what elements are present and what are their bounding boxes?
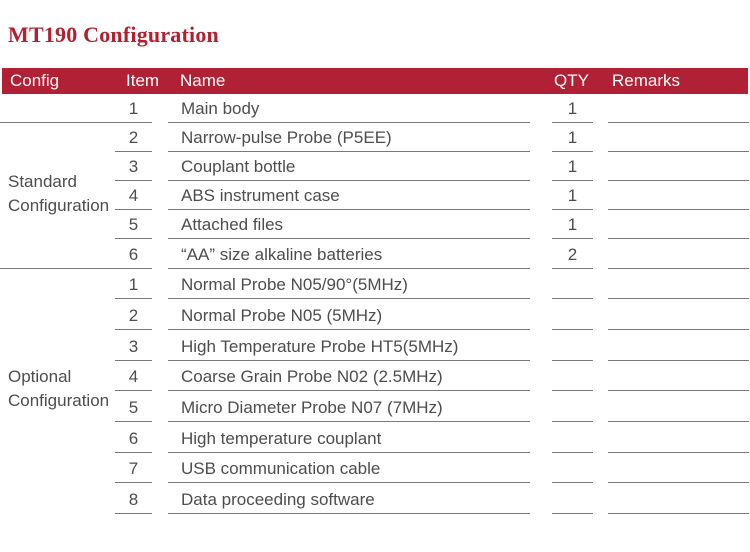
remarks-cell xyxy=(608,453,749,484)
column-header-qty: QTY xyxy=(554,71,589,90)
qty-cell xyxy=(552,483,593,515)
item-cell: 5 xyxy=(115,210,152,240)
config-cell xyxy=(0,94,115,124)
name-cell: Attached files xyxy=(168,210,530,240)
configuration-table: Standard Configuration Optional Configur… xyxy=(0,94,750,515)
item-cell: 1 xyxy=(115,269,152,300)
qty-cell: 1 xyxy=(552,210,593,240)
table-row: 1 Main body 1 xyxy=(0,94,750,124)
qty-cell xyxy=(552,361,593,392)
table-row: 6 High temperature couplant xyxy=(0,422,750,453)
qty-cell xyxy=(552,391,593,422)
remarks-cell xyxy=(608,483,749,515)
name-cell: Data proceeding software xyxy=(168,483,530,515)
remarks-cell xyxy=(608,152,749,182)
table-row: 1 Normal Probe N05/90°(5MHz) xyxy=(0,269,750,300)
remarks-cell xyxy=(608,210,749,240)
qty-cell xyxy=(552,269,593,300)
name-cell: Coarse Grain Probe N02 (2.5MHz) xyxy=(168,361,530,392)
item-cell: 2 xyxy=(115,299,152,330)
remarks-cell xyxy=(608,361,749,392)
qty-cell: 1 xyxy=(552,123,593,153)
remarks-cell xyxy=(608,330,749,361)
table-row: 5 Micro Diameter Probe N07 (7MHz) xyxy=(0,391,750,422)
item-cell: 3 xyxy=(115,152,152,182)
qty-cell xyxy=(552,330,593,361)
column-header-name: Name xyxy=(180,71,226,90)
item-cell: 6 xyxy=(115,239,152,269)
table-row: 5 Attached files 1 xyxy=(0,210,750,240)
qty-cell: 1 xyxy=(552,181,593,211)
group-label-standard: Standard Configuration xyxy=(8,172,110,215)
table-row: 8 Data proceeding software xyxy=(0,483,750,515)
name-cell: High Temperature Probe HT5(5MHz) xyxy=(168,330,530,361)
qty-cell xyxy=(552,422,593,453)
table-row: 4 ABS instrument case 1 xyxy=(0,181,750,211)
table-row: 6 “AA” size alkaline batteries 2 xyxy=(0,239,750,269)
item-cell: 8 xyxy=(115,483,152,515)
qty-cell: 1 xyxy=(552,94,593,124)
remarks-cell xyxy=(608,391,749,422)
item-cell: 4 xyxy=(115,181,152,211)
item-cell: 3 xyxy=(115,330,152,361)
name-cell: “AA” size alkaline batteries xyxy=(168,239,530,269)
remarks-cell xyxy=(608,239,749,269)
page-title: MT190 Configuration xyxy=(8,22,219,47)
remarks-cell xyxy=(608,181,749,211)
group-label-optional: Optional Configuration xyxy=(8,367,110,410)
config-cell xyxy=(0,239,115,269)
qty-cell: 1 xyxy=(552,152,593,182)
name-cell: ABS instrument case xyxy=(168,181,530,211)
table-row: 7 USB communication cable xyxy=(0,453,750,484)
remarks-cell xyxy=(608,123,749,153)
item-cell: 1 xyxy=(115,94,152,124)
name-cell: Couplant bottle xyxy=(168,152,530,182)
item-cell: 4 xyxy=(115,361,152,392)
remarks-cell xyxy=(608,422,749,453)
name-cell: High temperature couplant xyxy=(168,422,530,453)
table-header-row: Config Item Name QTY Remarks xyxy=(2,68,748,94)
remarks-cell xyxy=(608,299,749,330)
table-row: 3 Couplant bottle 1 xyxy=(0,152,750,182)
table-row: 2 Narrow-pulse Probe (P5EE) 1 xyxy=(0,123,750,153)
name-cell: Normal Probe N05/90°(5MHz) xyxy=(168,269,530,300)
column-header-remarks: Remarks xyxy=(612,71,681,90)
item-cell: 5 xyxy=(115,391,152,422)
item-cell: 2 xyxy=(115,123,152,153)
name-cell: Narrow-pulse Probe (P5EE) xyxy=(168,123,530,153)
item-cell: 6 xyxy=(115,422,152,453)
name-cell: USB communication cable xyxy=(168,453,530,484)
name-cell: Normal Probe N05 (5MHz) xyxy=(168,299,530,330)
name-cell: Micro Diameter Probe N07 (7MHz) xyxy=(168,391,530,422)
qty-cell: 2 xyxy=(552,239,593,269)
table-row: 3 High Temperature Probe HT5(5MHz) xyxy=(0,330,750,361)
table-row: 4 Coarse Grain Probe N02 (2.5MHz) xyxy=(0,361,750,392)
name-cell: Main body xyxy=(168,94,530,124)
column-header-config: Config xyxy=(10,71,60,90)
qty-cell xyxy=(552,453,593,484)
remarks-cell xyxy=(608,269,749,300)
qty-cell xyxy=(552,299,593,330)
column-header-item: Item xyxy=(126,71,160,90)
item-cell: 7 xyxy=(115,453,152,484)
remarks-cell xyxy=(608,94,749,124)
table-row: 2 Normal Probe N05 (5MHz) xyxy=(0,299,750,330)
